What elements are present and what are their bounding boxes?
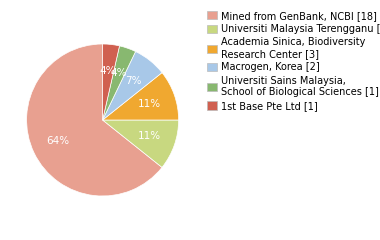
Wedge shape [103,44,120,120]
Wedge shape [103,120,179,167]
Text: 4%: 4% [100,66,116,76]
Wedge shape [103,73,179,120]
Text: 7%: 7% [125,76,142,86]
Text: 11%: 11% [138,99,161,109]
Text: 11%: 11% [138,131,161,141]
Text: 4%: 4% [111,68,127,78]
Legend: Mined from GenBank, NCBI [18], Universiti Malaysia Terengganu [3], Academia Sini: Mined from GenBank, NCBI [18], Universit… [206,10,380,112]
Wedge shape [103,52,162,120]
Wedge shape [103,46,136,120]
Text: 64%: 64% [46,136,70,146]
Wedge shape [27,44,162,196]
